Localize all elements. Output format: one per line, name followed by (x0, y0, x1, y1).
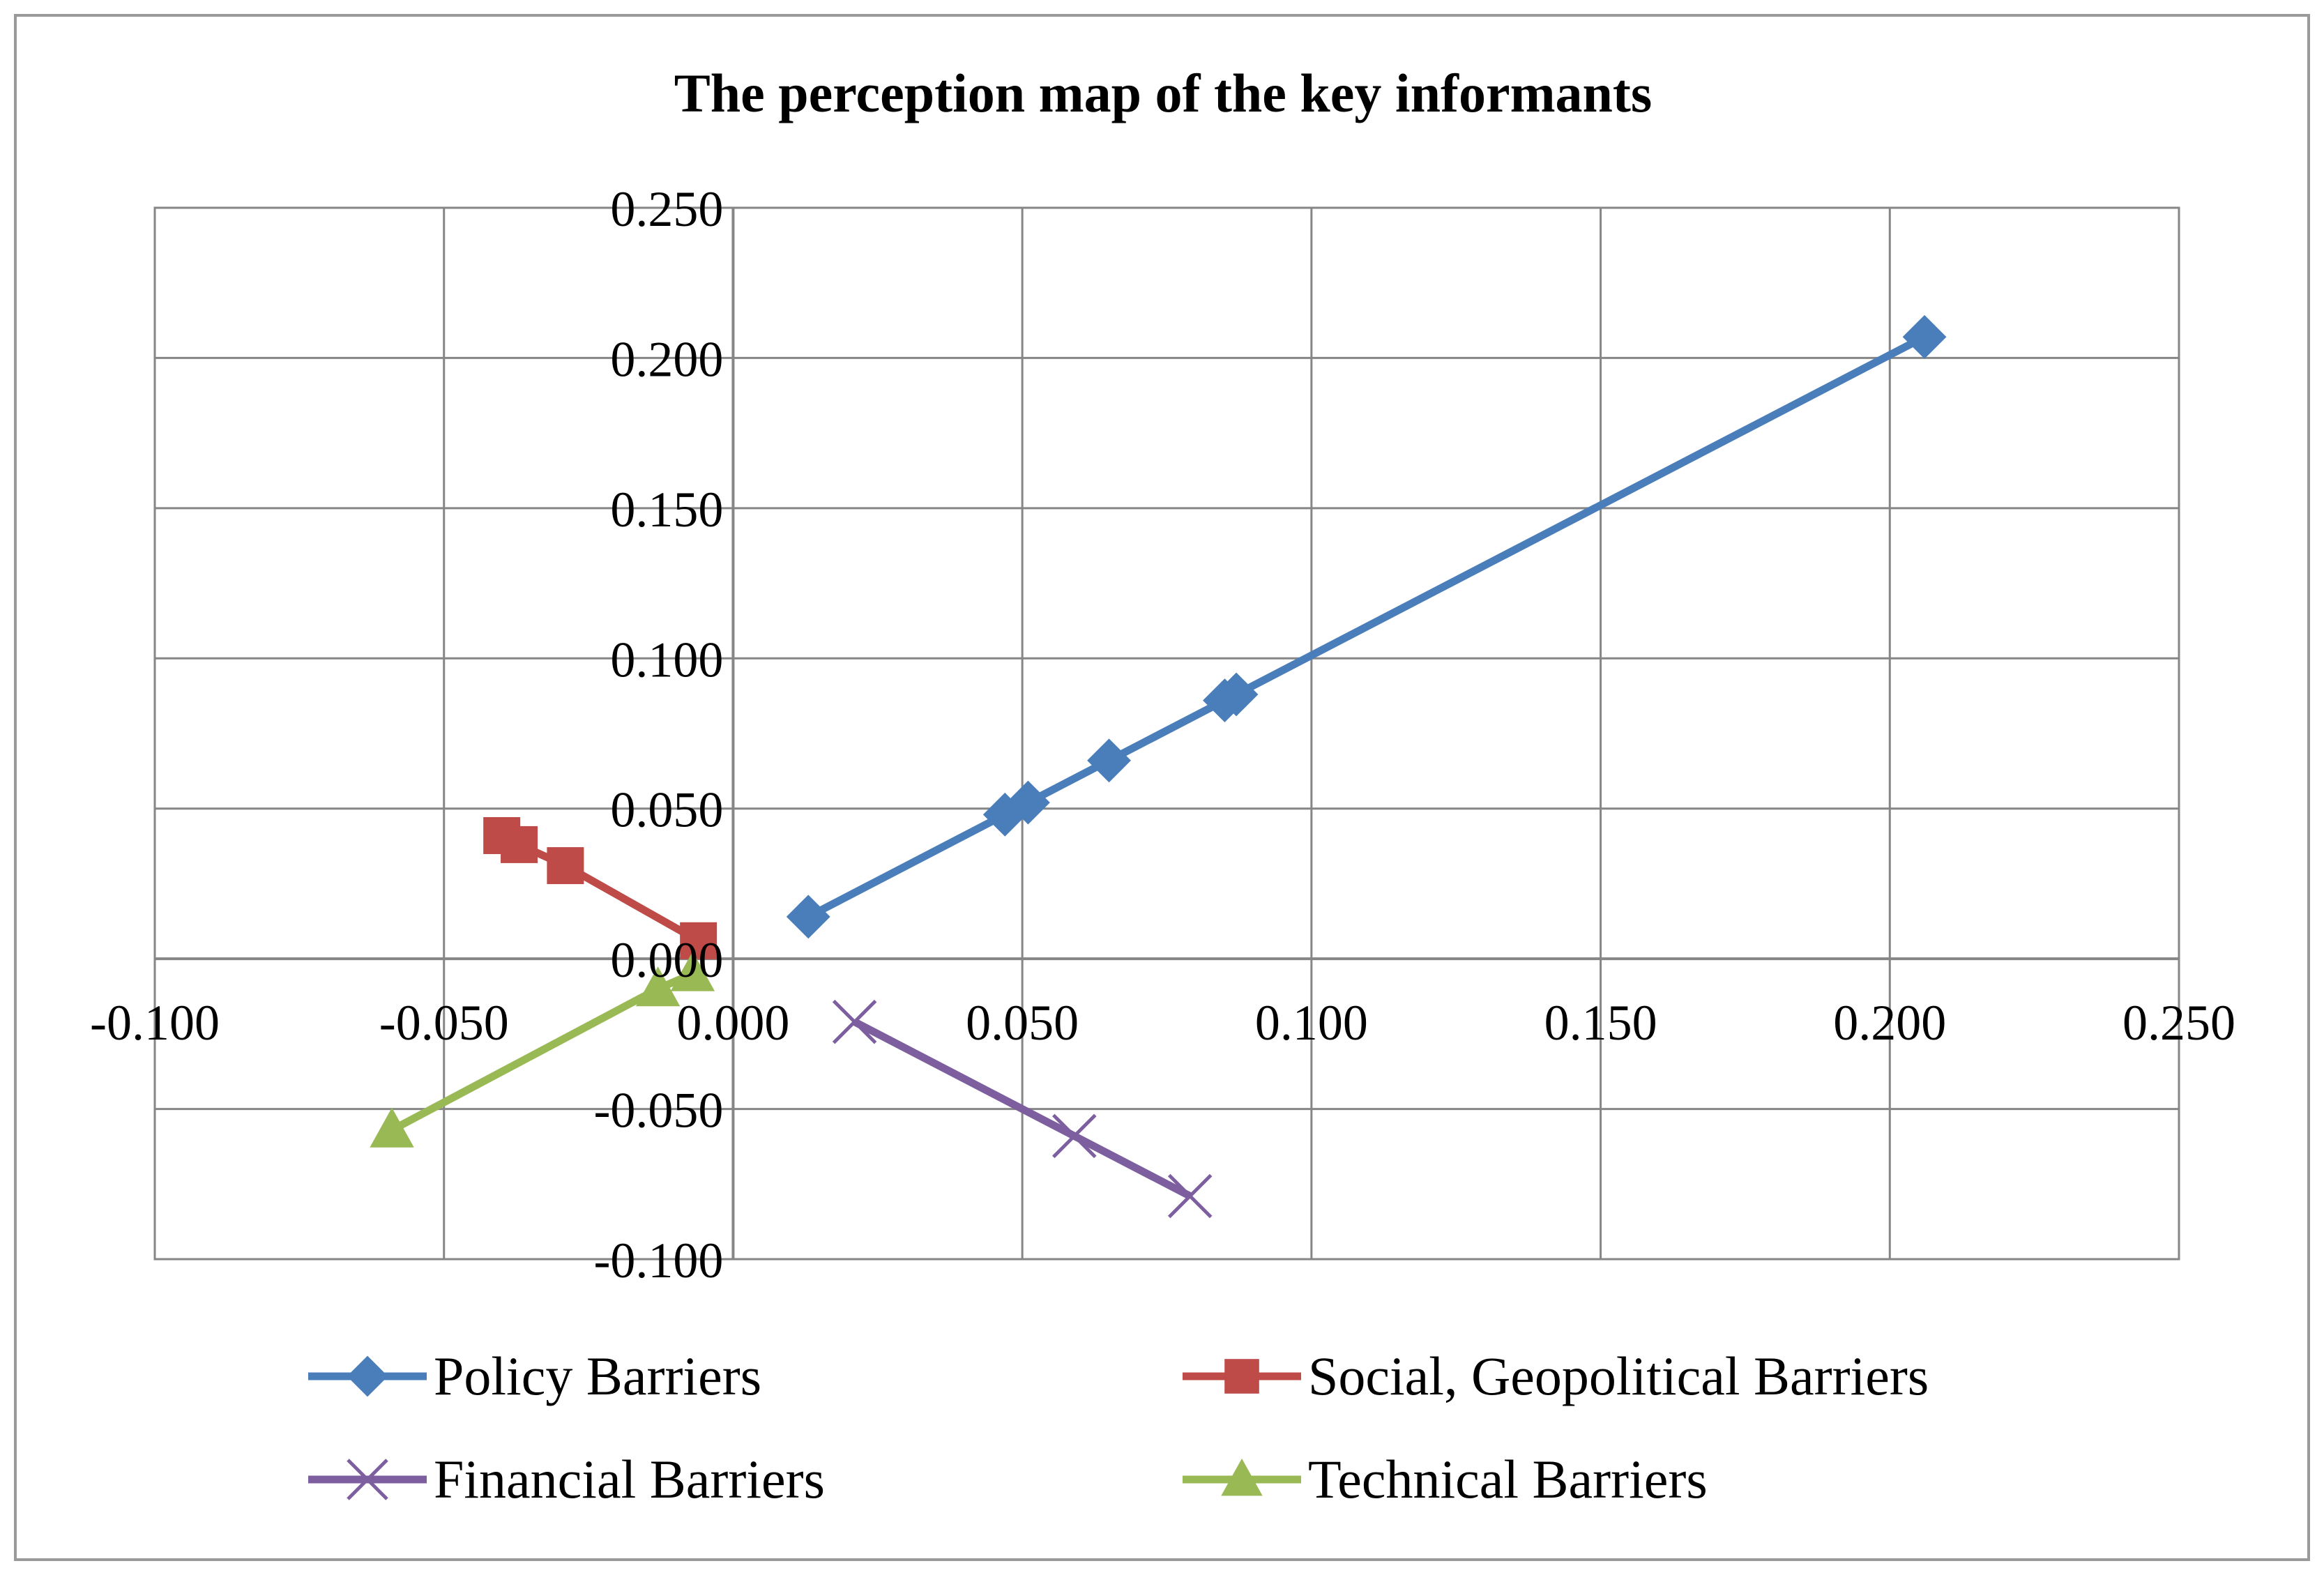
tick-labels: -0.100 -0.050 0.000 0.050 0.100 0.150 0.200 0.2… (90, 181, 2235, 1288)
marker-x (1052, 1113, 1097, 1159)
marker-diamond (1087, 738, 1131, 783)
legend: Policy Barriers Social, Geopolitical Barr… (308, 1346, 1929, 1509)
chart-title: The perception map of the key informants (674, 63, 1653, 123)
x-tick-label: -0.050 (379, 995, 509, 1051)
marker-x (347, 1459, 388, 1500)
legend-item: Social, Geopolitical Barriers (1183, 1346, 1929, 1406)
marker-x (832, 999, 877, 1044)
y-tick-label: 0.250 (610, 181, 723, 237)
y-tick-label: 0.150 (610, 482, 723, 538)
marker-x-stroke (832, 999, 877, 1044)
legend-item: Technical Barriers (1183, 1449, 1708, 1509)
x-tick-label: 0.150 (1544, 995, 1657, 1051)
series-2 (832, 999, 1213, 1219)
legend-label: Social, Geopolitical Barriers (1308, 1346, 1929, 1406)
marker-triangle (635, 966, 681, 1007)
y-tick-label: 0.000 (610, 932, 723, 988)
y-tick-label: 0.200 (610, 331, 723, 387)
grid (153, 206, 2180, 1261)
series-1 (483, 816, 717, 959)
marker-square (680, 922, 717, 959)
x-tick-label: 0.200 (1833, 995, 1946, 1051)
marker-square (501, 825, 538, 863)
x-tick-label: 0.250 (2122, 995, 2235, 1051)
marker-triangle (370, 1107, 414, 1148)
marker-diamond (1214, 672, 1259, 717)
marker-x-stroke (347, 1459, 388, 1500)
y-tick-label: -0.050 (593, 1083, 723, 1139)
marker-diamond (1902, 314, 1947, 359)
legend-item: Financial Barriers (308, 1449, 825, 1509)
legend-label: Financial Barriers (434, 1449, 825, 1509)
marker-x-stroke (1167, 1173, 1213, 1219)
x-tick-label: 0.000 (676, 995, 789, 1051)
series-0 (786, 314, 1947, 939)
y-tick-label: -0.100 (593, 1233, 723, 1288)
y-tick-label: 0.050 (610, 782, 723, 838)
marker-square (547, 847, 584, 885)
chart-border (14, 14, 2310, 1561)
marker-diamond (347, 1355, 388, 1397)
legend-label: Technical Barriers (1308, 1449, 1708, 1509)
marker-x-stroke (1052, 1113, 1097, 1159)
marker-triangle (670, 951, 715, 991)
x-tick-label: -0.100 (90, 995, 220, 1051)
series-3 (370, 951, 715, 1148)
x-tick-label: 0.050 (966, 995, 1079, 1051)
marker-triangle (1221, 1458, 1263, 1496)
marker-diamond (786, 895, 830, 939)
y-tick-label: 0.100 (610, 632, 723, 687)
plot-series (370, 314, 1947, 1219)
x-tick-label: 0.100 (1255, 995, 1368, 1051)
marker-square (1224, 1359, 1259, 1394)
marker-x (1167, 1173, 1213, 1219)
legend-item: Policy Barriers (308, 1346, 761, 1406)
marker-diamond (1006, 780, 1050, 825)
legend-label: Policy Barriers (434, 1346, 761, 1406)
